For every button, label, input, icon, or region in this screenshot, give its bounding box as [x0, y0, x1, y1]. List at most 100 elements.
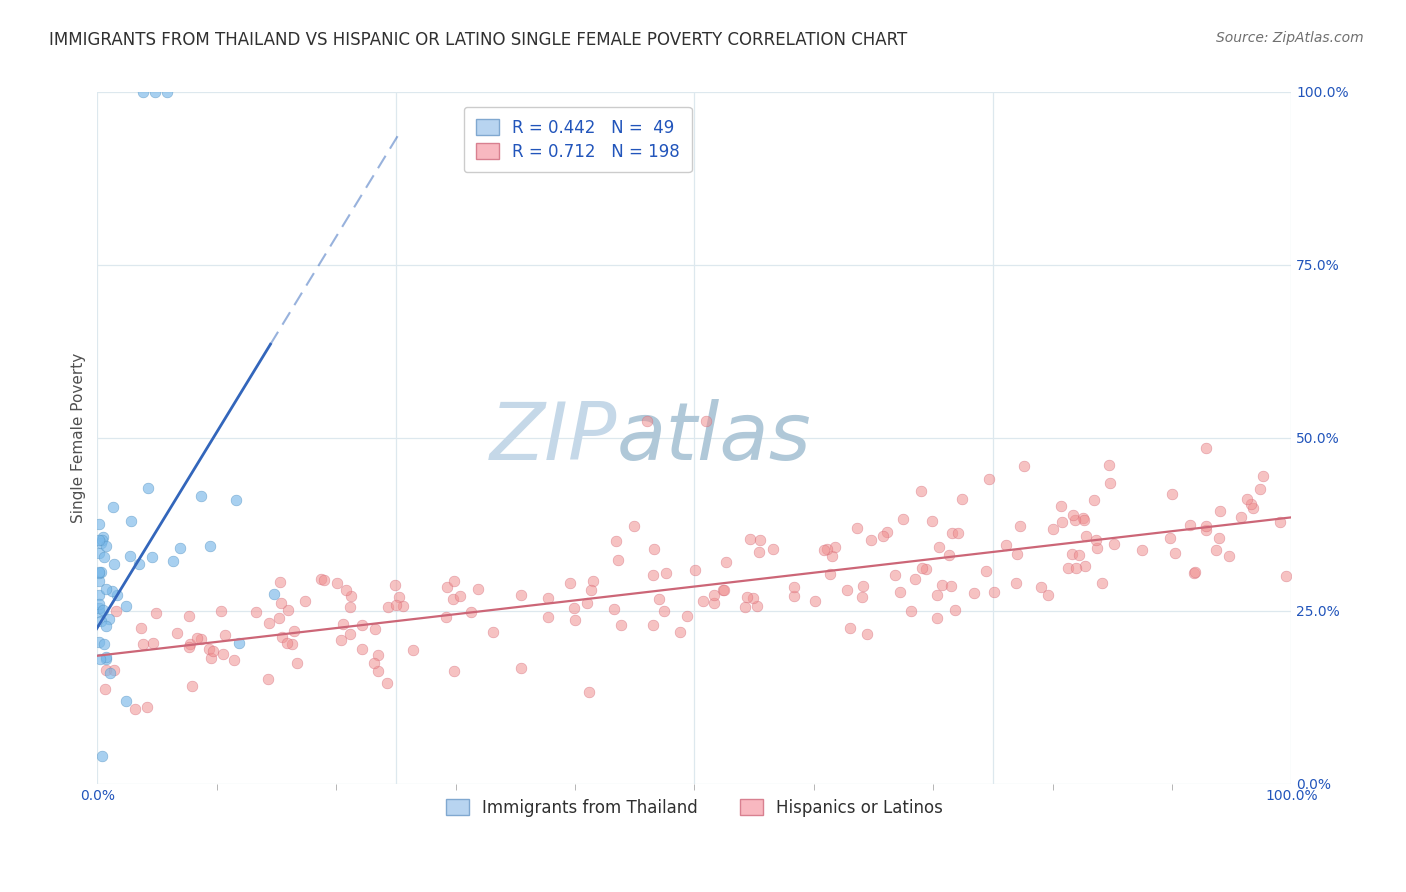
Point: [98, 612, 121, 626]
Point: [283, 624, 305, 638]
Point: [1230, 510, 1253, 524]
Text: Source: ZipAtlas.com: Source: ZipAtlas.com: [1216, 31, 1364, 45]
Point: [1050, 515, 1073, 529]
Point: [839, 621, 862, 635]
Point: [162, 554, 184, 568]
Point: [941, 526, 963, 541]
Point: [977, 472, 1000, 486]
Point: [103, 558, 125, 572]
Point: [939, 579, 962, 593]
Point: [946, 525, 969, 540]
Point: [846, 521, 869, 535]
Point: [762, 542, 785, 557]
Point: [852, 579, 875, 593]
Point: [713, 583, 735, 598]
Point: [1099, 476, 1122, 491]
Point: [803, 594, 825, 608]
Point: [128, 557, 150, 571]
Point: [198, 641, 221, 656]
Point: [392, 599, 415, 613]
Point: [1085, 541, 1108, 555]
Point: [1064, 561, 1087, 575]
Point: [129, 621, 152, 635]
Point: [115, 694, 138, 708]
Point: [564, 613, 586, 627]
Point: [714, 554, 737, 568]
Point: [813, 542, 835, 557]
Point: [94, 650, 117, 665]
Point: [851, 590, 873, 604]
Point: [180, 679, 202, 693]
Point: [143, 85, 166, 99]
Point: [388, 590, 411, 604]
Point: [938, 548, 960, 562]
Point: [783, 580, 806, 594]
Text: ZIP: ZIP: [489, 399, 617, 477]
Point: [94, 652, 117, 666]
Point: [824, 541, 846, 555]
Point: [375, 676, 398, 690]
Point: [1005, 547, 1028, 561]
Point: [1069, 548, 1091, 562]
Point: [277, 603, 299, 617]
Point: [1057, 561, 1080, 575]
Point: [983, 584, 1005, 599]
Point: [449, 590, 471, 604]
Point: [1064, 513, 1087, 527]
Point: [105, 604, 128, 618]
Point: [270, 596, 292, 610]
Point: [737, 590, 759, 604]
Point: [1074, 529, 1097, 543]
Point: [582, 574, 605, 588]
Point: [367, 648, 389, 662]
Point: [748, 533, 770, 547]
Point: [309, 572, 332, 586]
Point: [900, 604, 922, 618]
Point: [1049, 499, 1071, 513]
Point: [1194, 441, 1216, 455]
Point: [1240, 497, 1263, 511]
Point: [683, 563, 706, 577]
Point: [87, 565, 110, 579]
Point: [742, 591, 765, 605]
Point: [738, 533, 761, 547]
Point: [921, 514, 943, 528]
Point: [910, 483, 932, 498]
Point: [876, 525, 898, 540]
Point: [976, 564, 998, 578]
Legend: Immigrants from Thailand, Hispanics or Latinos: Immigrants from Thailand, Hispanics or L…: [439, 792, 950, 824]
Point: [352, 618, 374, 632]
Point: [1062, 508, 1084, 523]
Point: [1060, 547, 1083, 561]
Point: [443, 574, 465, 588]
Point: [87, 516, 110, 531]
Point: [136, 699, 159, 714]
Point: [1209, 504, 1232, 518]
Point: [643, 568, 665, 582]
Point: [245, 605, 267, 619]
Point: [212, 648, 235, 662]
Y-axis label: Single Female Poverty: Single Female Poverty: [72, 352, 86, 523]
Point: [641, 618, 664, 632]
Point: [1042, 522, 1064, 536]
Point: [891, 512, 914, 526]
Point: [269, 575, 291, 590]
Point: [1014, 459, 1036, 474]
Point: [259, 615, 281, 630]
Point: [1268, 515, 1291, 529]
Point: [1090, 575, 1112, 590]
Point: [745, 599, 768, 614]
Point: [96, 582, 118, 596]
Point: [276, 636, 298, 650]
Point: [114, 599, 136, 614]
Point: [177, 608, 200, 623]
Point: [434, 610, 457, 624]
Point: [1102, 537, 1125, 551]
Point: [1251, 468, 1274, 483]
Point: [703, 596, 725, 610]
Point: [603, 602, 626, 616]
Point: [856, 626, 879, 640]
Point: [1275, 568, 1298, 582]
Point: [1084, 533, 1107, 547]
Point: [200, 650, 222, 665]
